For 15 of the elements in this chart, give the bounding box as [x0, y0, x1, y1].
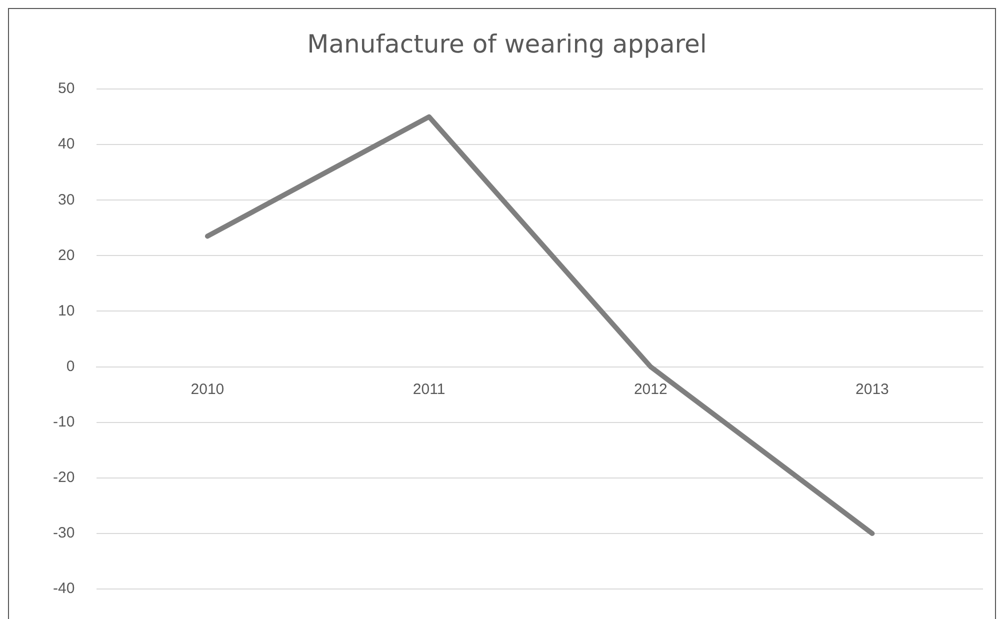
y-tick-label: 20: [58, 246, 75, 264]
y-tick-label: -10: [52, 413, 75, 430]
y-tick-label: 50: [58, 80, 75, 98]
x-tick-label: 2011: [412, 380, 446, 398]
y-tick-label: -40: [52, 580, 75, 598]
x-tick-label: 2010: [190, 380, 224, 398]
x-tick-label: 2012: [634, 380, 668, 398]
y-tick-label: -30: [52, 524, 75, 542]
x-tick-label: 2013: [856, 380, 889, 398]
y-tick-label: -20: [52, 469, 75, 486]
y-tick-label: 10: [58, 302, 75, 320]
y-tick-label: 40: [58, 136, 75, 153]
y-tick-label: 0: [66, 358, 75, 375]
chart-title: Manufacture of wearing apparel: [307, 30, 707, 58]
y-tick-label: 30: [58, 191, 75, 208]
